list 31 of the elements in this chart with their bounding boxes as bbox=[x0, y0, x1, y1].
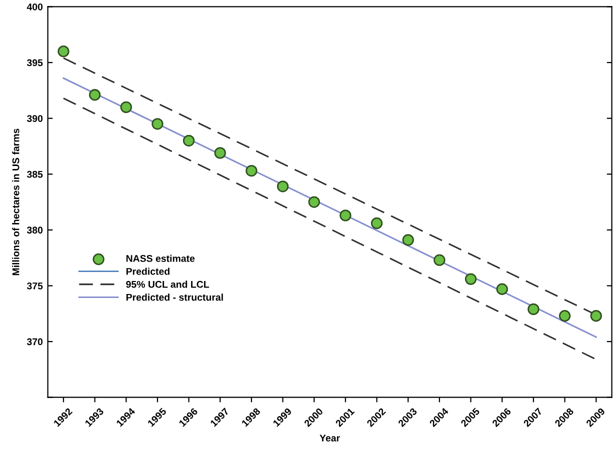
point bbox=[402, 234, 414, 246]
point bbox=[464, 273, 477, 285]
point bbox=[182, 134, 195, 147]
point bbox=[88, 89, 101, 101]
point bbox=[434, 254, 446, 266]
y-tick-label: 370 bbox=[26, 338, 43, 346]
point bbox=[214, 147, 226, 159]
point bbox=[370, 217, 383, 230]
point bbox=[528, 303, 540, 316]
point bbox=[58, 46, 70, 58]
point bbox=[246, 164, 258, 177]
y-axis-title: Millions of hectares in US farms bbox=[12, 128, 20, 276]
legend-label: Predicted - structural bbox=[126, 294, 223, 301]
y-tick-label: 395 bbox=[26, 59, 43, 66]
point bbox=[276, 180, 289, 192]
y-tick-label: 380 bbox=[26, 226, 43, 234]
y-tick-label: 375 bbox=[26, 282, 43, 290]
y-tick-label: 385 bbox=[26, 170, 43, 178]
point bbox=[308, 196, 320, 208]
legend-label: 95% UCL and LCL bbox=[126, 280, 210, 288]
x-axis-title: Year bbox=[320, 434, 340, 442]
point bbox=[120, 101, 132, 114]
legend-label: NASS estimate bbox=[126, 254, 195, 262]
point bbox=[496, 283, 508, 295]
point bbox=[152, 118, 164, 130]
point bbox=[590, 310, 602, 322]
point bbox=[340, 210, 352, 222]
point bbox=[558, 310, 571, 322]
legend-label: Predicted bbox=[126, 268, 170, 275]
y-tick-label: 400 bbox=[26, 3, 43, 10]
y-tick-label: 390 bbox=[26, 115, 43, 122]
